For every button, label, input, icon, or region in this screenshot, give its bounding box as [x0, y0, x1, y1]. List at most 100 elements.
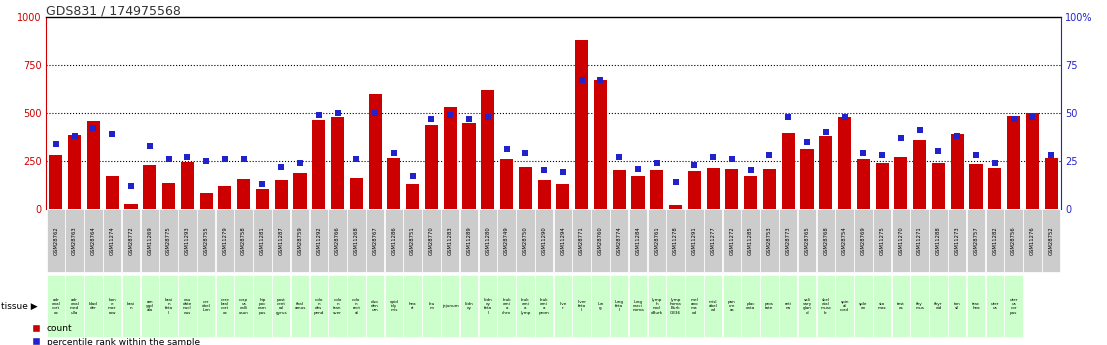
Bar: [406, 184, 420, 209]
Bar: [929, 209, 948, 272]
Bar: [235, 209, 252, 272]
Text: adr
enal
med
ulla: adr enal med ulla: [70, 298, 80, 315]
Bar: [876, 163, 889, 209]
Text: GSM28774: GSM28774: [617, 226, 622, 255]
Text: GSM11268: GSM11268: [354, 226, 359, 255]
Bar: [687, 171, 701, 209]
Bar: [310, 275, 328, 337]
Bar: [348, 209, 365, 272]
Bar: [159, 209, 178, 272]
Bar: [516, 209, 535, 272]
Bar: [291, 275, 309, 337]
Bar: [970, 164, 983, 209]
Bar: [122, 275, 141, 337]
Bar: [103, 209, 122, 272]
Text: GSM11291: GSM11291: [692, 226, 696, 255]
Text: colo
n
rect
al: colo n rect al: [352, 298, 361, 315]
Bar: [554, 209, 572, 272]
Text: ton
sil: ton sil: [954, 302, 961, 310]
Text: GSM28764: GSM28764: [91, 226, 96, 255]
Bar: [669, 205, 682, 209]
Text: GSM28761: GSM28761: [654, 226, 660, 255]
Bar: [836, 209, 853, 272]
Text: GSM28759: GSM28759: [298, 226, 302, 255]
Text: hip
poc
cam
pus: hip poc cam pus: [258, 298, 267, 315]
Bar: [685, 209, 704, 272]
Bar: [256, 189, 269, 209]
Text: GSM11294: GSM11294: [560, 226, 566, 255]
Bar: [310, 209, 328, 272]
Text: GSM11288: GSM11288: [935, 226, 941, 255]
Bar: [894, 157, 908, 209]
Bar: [350, 178, 363, 209]
Bar: [557, 184, 569, 209]
Bar: [159, 275, 178, 337]
Bar: [441, 275, 459, 337]
Text: lung
feta
l: lung feta l: [614, 300, 623, 313]
Bar: [798, 209, 816, 272]
Text: liver
feta
l: liver feta l: [577, 300, 587, 313]
Bar: [744, 176, 757, 209]
Bar: [519, 167, 531, 209]
Bar: [910, 275, 929, 337]
Bar: [385, 275, 403, 337]
Bar: [422, 275, 441, 337]
Bar: [329, 275, 346, 337]
Bar: [275, 180, 288, 209]
Text: blad
der: blad der: [89, 302, 97, 310]
Text: kidn
ey: kidn ey: [465, 302, 474, 310]
Text: colo
n
des
pend: colo n des pend: [313, 298, 324, 315]
Bar: [500, 159, 514, 209]
Bar: [855, 275, 872, 337]
Bar: [576, 40, 588, 209]
Text: leuk
emi
a
prom: leuk emi a prom: [539, 298, 549, 315]
Bar: [272, 209, 290, 272]
Text: leuk
emi
a
chro: leuk emi a chro: [503, 298, 511, 315]
Bar: [1023, 209, 1042, 272]
Text: GSM11280: GSM11280: [485, 226, 490, 255]
Text: lymp
h
nod
eBurk: lymp h nod eBurk: [651, 298, 663, 315]
Bar: [910, 209, 929, 272]
Bar: [817, 209, 835, 272]
Text: GSM28756: GSM28756: [1011, 226, 1016, 255]
Text: brai
n: brai n: [127, 302, 135, 310]
Text: cere
bral
cort
ex: cere bral cort ex: [220, 298, 229, 315]
Bar: [369, 94, 382, 209]
Bar: [199, 194, 213, 209]
Bar: [197, 275, 215, 337]
Bar: [593, 80, 607, 209]
Text: GSM28765: GSM28765: [805, 226, 809, 255]
Bar: [312, 120, 325, 209]
Text: GSM11281: GSM11281: [260, 226, 265, 255]
Text: bon
e
mar
row: bon e mar row: [108, 298, 116, 315]
Bar: [216, 275, 234, 337]
Text: brai
n
feta
l: brai n feta l: [165, 298, 173, 315]
Text: GSM11271: GSM11271: [918, 226, 922, 255]
Bar: [1004, 209, 1023, 272]
Bar: [366, 209, 384, 272]
Bar: [857, 159, 870, 209]
Bar: [572, 275, 591, 337]
Bar: [966, 209, 985, 272]
Bar: [329, 209, 346, 272]
Bar: [441, 209, 459, 272]
Text: GSM11290: GSM11290: [541, 226, 547, 255]
Text: adr
enal
cort
ex: adr enal cort ex: [52, 298, 60, 315]
Text: GSM11293: GSM11293: [185, 226, 189, 255]
Text: GSM28751: GSM28751: [411, 226, 415, 255]
Bar: [932, 163, 945, 209]
Text: lung
carci
noma: lung carci noma: [632, 300, 644, 313]
Text: duo
den
um: duo den um: [371, 300, 379, 313]
Bar: [989, 168, 1002, 209]
Text: thal
amus: thal amus: [294, 302, 306, 310]
Bar: [143, 165, 156, 209]
Bar: [966, 275, 985, 337]
Text: GSM28763: GSM28763: [72, 226, 77, 255]
Bar: [65, 275, 84, 337]
Bar: [666, 209, 685, 272]
Text: GSM28762: GSM28762: [53, 226, 59, 255]
Text: pros
tate: pros tate: [765, 302, 774, 310]
Bar: [235, 275, 252, 337]
Text: GSM28758: GSM28758: [241, 226, 246, 255]
Bar: [444, 107, 457, 209]
